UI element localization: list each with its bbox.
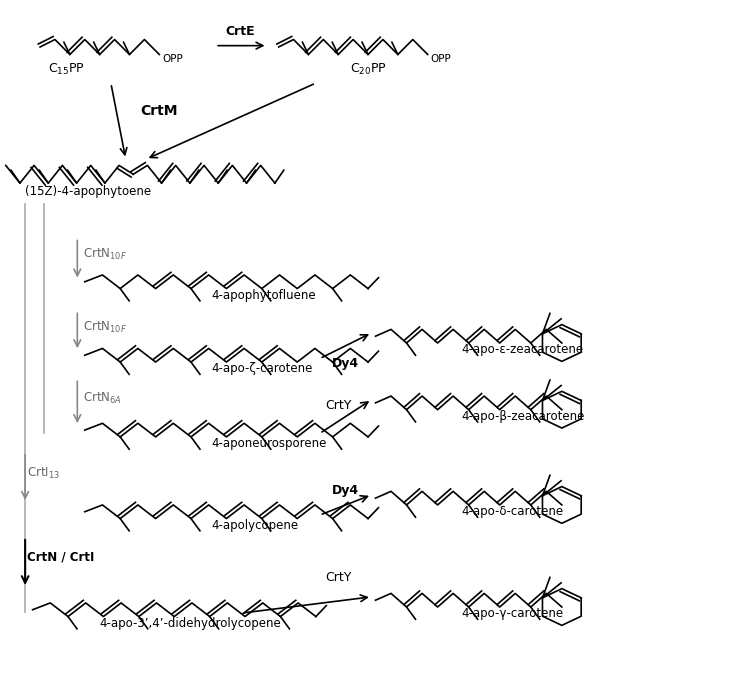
Text: Dy4: Dy4 — [332, 357, 360, 370]
Text: CrtN$_{10F}$: CrtN$_{10F}$ — [83, 320, 127, 335]
Text: CrtY: CrtY — [325, 571, 351, 584]
Text: 4-apo-γ-carotene: 4-apo-γ-carotene — [461, 607, 563, 620]
Text: 4-apo-ζ-carotene: 4-apo-ζ-carotene — [212, 362, 313, 375]
Text: 4-apo-β-zeacarotene: 4-apo-β-zeacarotene — [461, 410, 584, 423]
Text: 4-apo-3’,4’-didehydrolycopene: 4-apo-3’,4’-didehydrolycopene — [100, 617, 282, 630]
Text: CrtY: CrtY — [325, 399, 351, 412]
Text: 4-apo-δ-carotene: 4-apo-δ-carotene — [461, 505, 563, 518]
Text: CrtI$_{13}$: CrtI$_{13}$ — [26, 466, 59, 481]
Text: CrtN$_{10F}$: CrtN$_{10F}$ — [83, 247, 127, 262]
Text: CrtN / CrtI: CrtN / CrtI — [26, 551, 94, 564]
Text: CrtN$_{6A}$: CrtN$_{6A}$ — [83, 391, 122, 406]
Text: OPP: OPP — [430, 54, 451, 64]
Text: C$_{15}$PP: C$_{15}$PP — [47, 62, 85, 77]
Text: CrtM: CrtM — [140, 104, 178, 118]
Text: (15Z)-4-apophytoene: (15Z)-4-apophytoene — [25, 185, 151, 198]
Text: 4-apo-ε-zeacarotene: 4-apo-ε-zeacarotene — [461, 343, 584, 356]
Text: Dy4: Dy4 — [332, 484, 360, 497]
Text: 4-apolycopene: 4-apolycopene — [212, 519, 299, 532]
Text: 4-aponeurosporene: 4-aponeurosporene — [212, 437, 327, 450]
Text: C$_{20}$PP: C$_{20}$PP — [349, 62, 387, 77]
Text: CrtE: CrtE — [225, 25, 255, 38]
Text: 4-apophytofluene: 4-apophytofluene — [212, 289, 316, 302]
Text: OPP: OPP — [162, 54, 183, 64]
